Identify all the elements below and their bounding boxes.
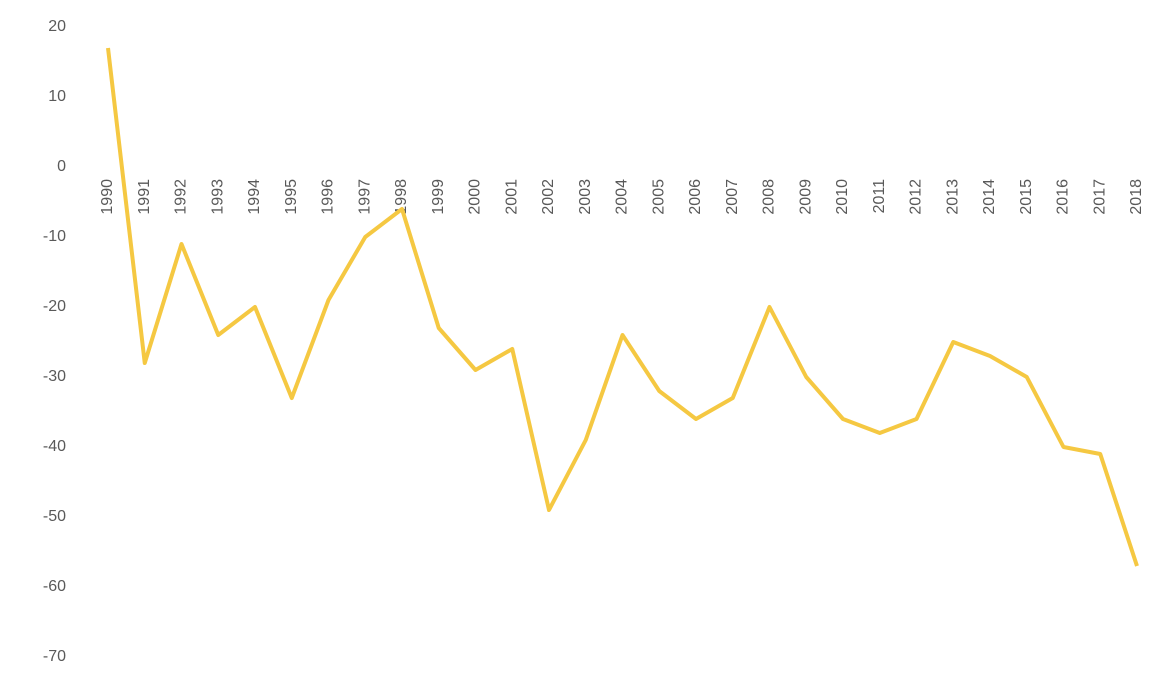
y-tick-label: 10: [48, 88, 66, 105]
x-tick-label: 2015: [1018, 179, 1035, 215]
x-tick-label: 2003: [577, 179, 594, 215]
y-tick-label: -40: [43, 438, 66, 455]
y-tick-label: -30: [43, 368, 66, 385]
x-tick-label: 2008: [761, 179, 778, 215]
x-tick-label: 2007: [724, 179, 741, 215]
x-tick-label: 1995: [283, 179, 300, 215]
line: [106, 47, 1139, 567]
x-tick-label: 1997: [356, 179, 373, 215]
y-tick-label: -20: [43, 298, 66, 315]
y-tick-label: 0: [57, 158, 66, 175]
x-tick-label: 2012: [908, 179, 925, 215]
x-tick-label: 1998: [393, 179, 410, 215]
x-tick-label: 2009: [797, 179, 814, 215]
x-tick-label: 2018: [1128, 179, 1145, 215]
x-tick-label: 1999: [430, 179, 447, 215]
y-tick-label: -50: [43, 508, 66, 525]
x-tick-label: 2013: [944, 179, 961, 215]
x-tick-label: 1991: [136, 179, 153, 215]
x-tick-label: 1993: [209, 179, 226, 215]
x-tick-label: 1994: [246, 179, 263, 215]
x-tick-label: 2005: [650, 179, 667, 215]
x-tick-label: 2002: [540, 179, 557, 215]
y-tick-label: -60: [43, 578, 66, 595]
x-tick-label: 2016: [1055, 179, 1072, 215]
y-tick-label: -70: [43, 648, 66, 665]
x-tick-label: 1996: [320, 179, 337, 215]
y-tick-label: -10: [43, 228, 66, 245]
x-tick-label: 2006: [687, 179, 704, 215]
x-tick-label: 2004: [614, 179, 631, 215]
x-tick-label: 1990: [99, 179, 116, 215]
x-tick-label: 2000: [467, 179, 484, 215]
y-tick-label: 20: [48, 18, 66, 35]
x-tick-label: 2011: [871, 179, 888, 214]
x-tick-label: 2017: [1091, 179, 1108, 215]
x-tick-label: 1992: [173, 179, 190, 215]
x-tick-label: 2001: [503, 179, 520, 215]
x-tick-label: 2014: [981, 179, 998, 215]
x-tick-label: 2010: [834, 179, 851, 215]
